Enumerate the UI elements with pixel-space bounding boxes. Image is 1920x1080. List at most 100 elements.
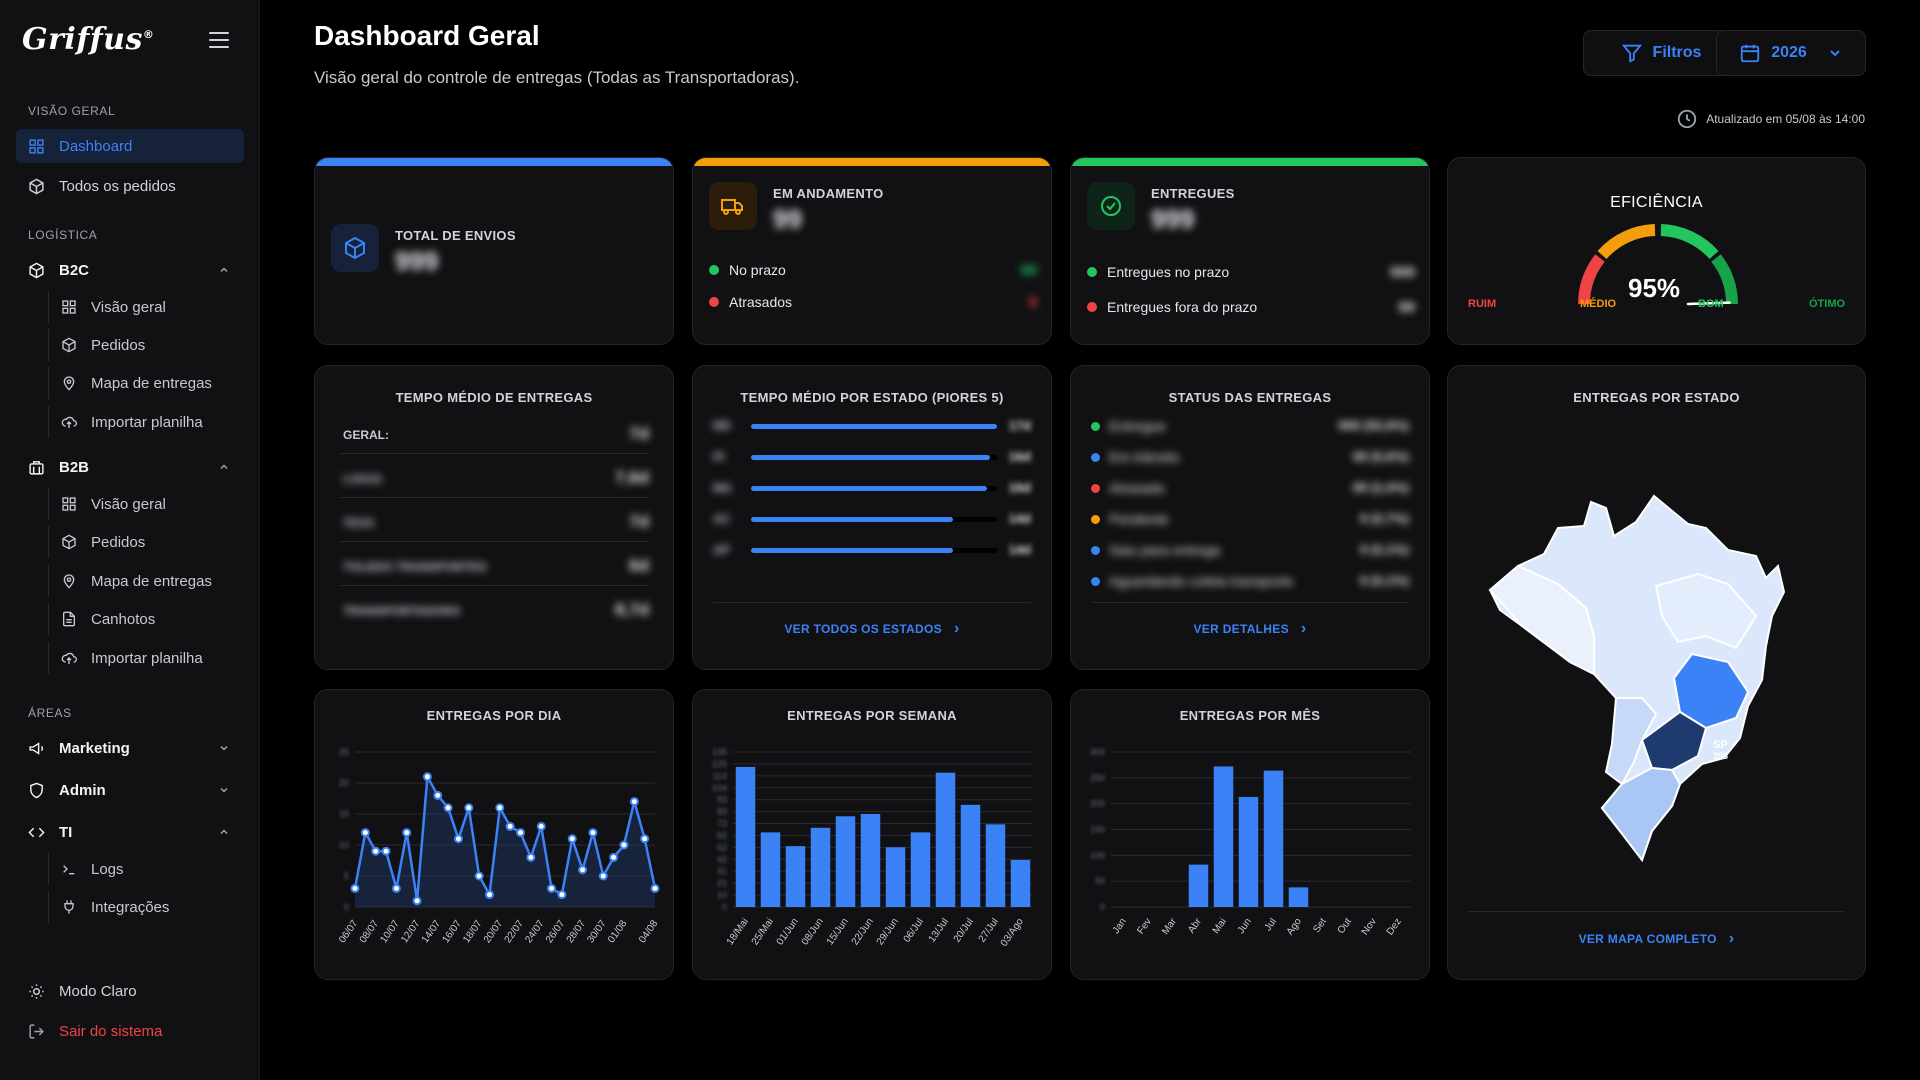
grid-icon xyxy=(29,138,44,154)
bar[interactable] xyxy=(1238,796,1259,907)
link-label: VER TODOS OS ESTADOS xyxy=(784,622,942,636)
data-point[interactable] xyxy=(536,821,546,831)
data-point[interactable] xyxy=(619,840,629,850)
bar[interactable] xyxy=(835,816,856,907)
avg-time-row-label: GERAL: xyxy=(343,428,389,442)
bar[interactable] xyxy=(1263,770,1284,907)
sidebar-item-b2b-orders[interactable]: Pedidos xyxy=(48,526,244,558)
bar[interactable] xyxy=(1010,859,1031,907)
divider xyxy=(1468,911,1845,912)
y-tick-label: 0 xyxy=(1100,902,1105,912)
sidebar-item-label: Importar planilha xyxy=(91,649,203,667)
bar[interactable] xyxy=(960,804,981,907)
data-point[interactable] xyxy=(350,883,360,893)
bar[interactable] xyxy=(1213,766,1234,907)
map-region-south xyxy=(1600,766,1682,863)
bar[interactable] xyxy=(760,832,781,907)
sidebar-group-admin[interactable]: Admin xyxy=(16,773,244,807)
bar[interactable] xyxy=(935,772,956,907)
data-point[interactable] xyxy=(629,797,639,807)
bar[interactable] xyxy=(885,847,906,907)
data-point[interactable] xyxy=(412,896,422,906)
data-point[interactable] xyxy=(422,772,432,782)
data-point[interactable] xyxy=(567,834,577,844)
bar[interactable] xyxy=(860,814,881,907)
brazil-map[interactable] xyxy=(1466,466,1856,866)
data-point[interactable] xyxy=(505,821,515,831)
y-tick-label: 250 xyxy=(1090,773,1105,783)
avg-time-row-value: 6d xyxy=(629,556,649,575)
view-details-link[interactable]: VER DETALHES › xyxy=(1071,620,1429,638)
avg-time-row-value: 7d xyxy=(629,512,649,531)
x-tick-label: 12/07 xyxy=(399,918,423,945)
app-logo[interactable]: Griffus® xyxy=(22,22,155,57)
file-icon xyxy=(63,611,75,627)
bar[interactable] xyxy=(985,824,1006,907)
y-tick-label: 104 xyxy=(712,783,727,793)
data-point[interactable] xyxy=(464,803,474,813)
filters-button[interactable]: Filtros xyxy=(1583,30,1739,76)
sidebar-item-all-orders[interactable]: Todos os pedidos xyxy=(16,169,244,203)
sidebar-item-dashboard[interactable]: Dashboard xyxy=(16,129,244,163)
data-point[interactable] xyxy=(443,803,453,813)
data-point[interactable] xyxy=(557,890,567,900)
data-point[interactable] xyxy=(453,834,463,844)
data-point[interactable] xyxy=(381,846,391,856)
sidebar-group-b2b[interactable]: B2B xyxy=(16,450,244,484)
y-tick-label: 0 xyxy=(722,902,727,912)
sidebar-item-integrations[interactable]: Integrações xyxy=(48,891,244,923)
sidebar-item-b2c-orders[interactable]: Pedidos xyxy=(48,329,244,361)
data-point[interactable] xyxy=(433,790,443,800)
row-label: Entregues fora do prazo xyxy=(1107,299,1258,315)
sidebar-item-b2c-import[interactable]: Importar planilha xyxy=(48,406,244,438)
sidebar-item-logs[interactable]: Logs xyxy=(48,853,244,885)
bar[interactable] xyxy=(1288,887,1309,907)
gauge-label-ruim: RUIM xyxy=(1468,298,1497,310)
kpi-total-label: TOTAL DE ENVIOS xyxy=(395,228,516,243)
chevron-up-icon xyxy=(220,464,228,470)
sidebar-item-b2b-receipts[interactable]: Canhotos xyxy=(48,603,244,635)
sidebar-item-b2b-overview[interactable]: Visão geral xyxy=(48,488,244,520)
data-point[interactable] xyxy=(495,803,505,813)
x-tick-label: 01/Jun xyxy=(775,916,801,947)
data-point[interactable] xyxy=(391,883,401,893)
data-point[interactable] xyxy=(609,852,619,862)
sidebar-item-b2c-overview[interactable]: Visão geral xyxy=(48,291,244,323)
bar[interactable] xyxy=(910,832,931,907)
data-point[interactable] xyxy=(598,871,608,881)
data-point[interactable] xyxy=(360,828,370,838)
data-point[interactable] xyxy=(474,871,484,881)
data-point[interactable] xyxy=(650,883,660,893)
logout-button[interactable]: Sair do sistema xyxy=(16,1014,244,1048)
x-tick-label: 08/Jun xyxy=(800,916,826,947)
menu-toggle-icon[interactable] xyxy=(209,32,229,48)
year-select[interactable]: 2026 xyxy=(1716,30,1866,76)
efficiency-gauge xyxy=(1577,224,1739,306)
sidebar-item-b2c-map[interactable]: Mapa de entregas xyxy=(48,367,244,399)
data-point[interactable] xyxy=(402,828,412,838)
bar[interactable] xyxy=(735,766,756,907)
data-point[interactable] xyxy=(578,865,588,875)
x-tick-label: 06/07 xyxy=(337,918,361,945)
data-point[interactable] xyxy=(484,890,494,900)
sidebar-group-marketing[interactable]: Marketing xyxy=(16,731,244,765)
data-point[interactable] xyxy=(547,883,557,893)
light-mode-toggle[interactable]: Modo Claro xyxy=(16,974,244,1008)
bar[interactable] xyxy=(810,827,831,907)
data-point[interactable] xyxy=(526,852,536,862)
view-full-map-link[interactable]: VER MAPA COMPLETO › xyxy=(1448,930,1865,948)
data-point[interactable] xyxy=(588,828,598,838)
map-pin-icon xyxy=(63,574,75,589)
data-point[interactable] xyxy=(371,846,381,856)
view-all-states-link[interactable]: VER TODOS OS ESTADOS › xyxy=(693,620,1051,638)
sidebar-group-b2c[interactable]: B2C xyxy=(16,253,244,287)
sidebar-item-b2b-import[interactable]: Importar planilha xyxy=(48,642,244,674)
bar[interactable] xyxy=(785,846,806,907)
data-point[interactable] xyxy=(516,828,526,838)
bar[interactable] xyxy=(1188,864,1209,907)
sidebar-group-ti[interactable]: TI xyxy=(16,815,244,849)
sidebar-item-b2b-map[interactable]: Mapa de entregas xyxy=(48,565,244,597)
divider xyxy=(339,497,649,498)
y-tick-label: 50 xyxy=(1095,876,1105,886)
data-point[interactable] xyxy=(640,834,650,844)
